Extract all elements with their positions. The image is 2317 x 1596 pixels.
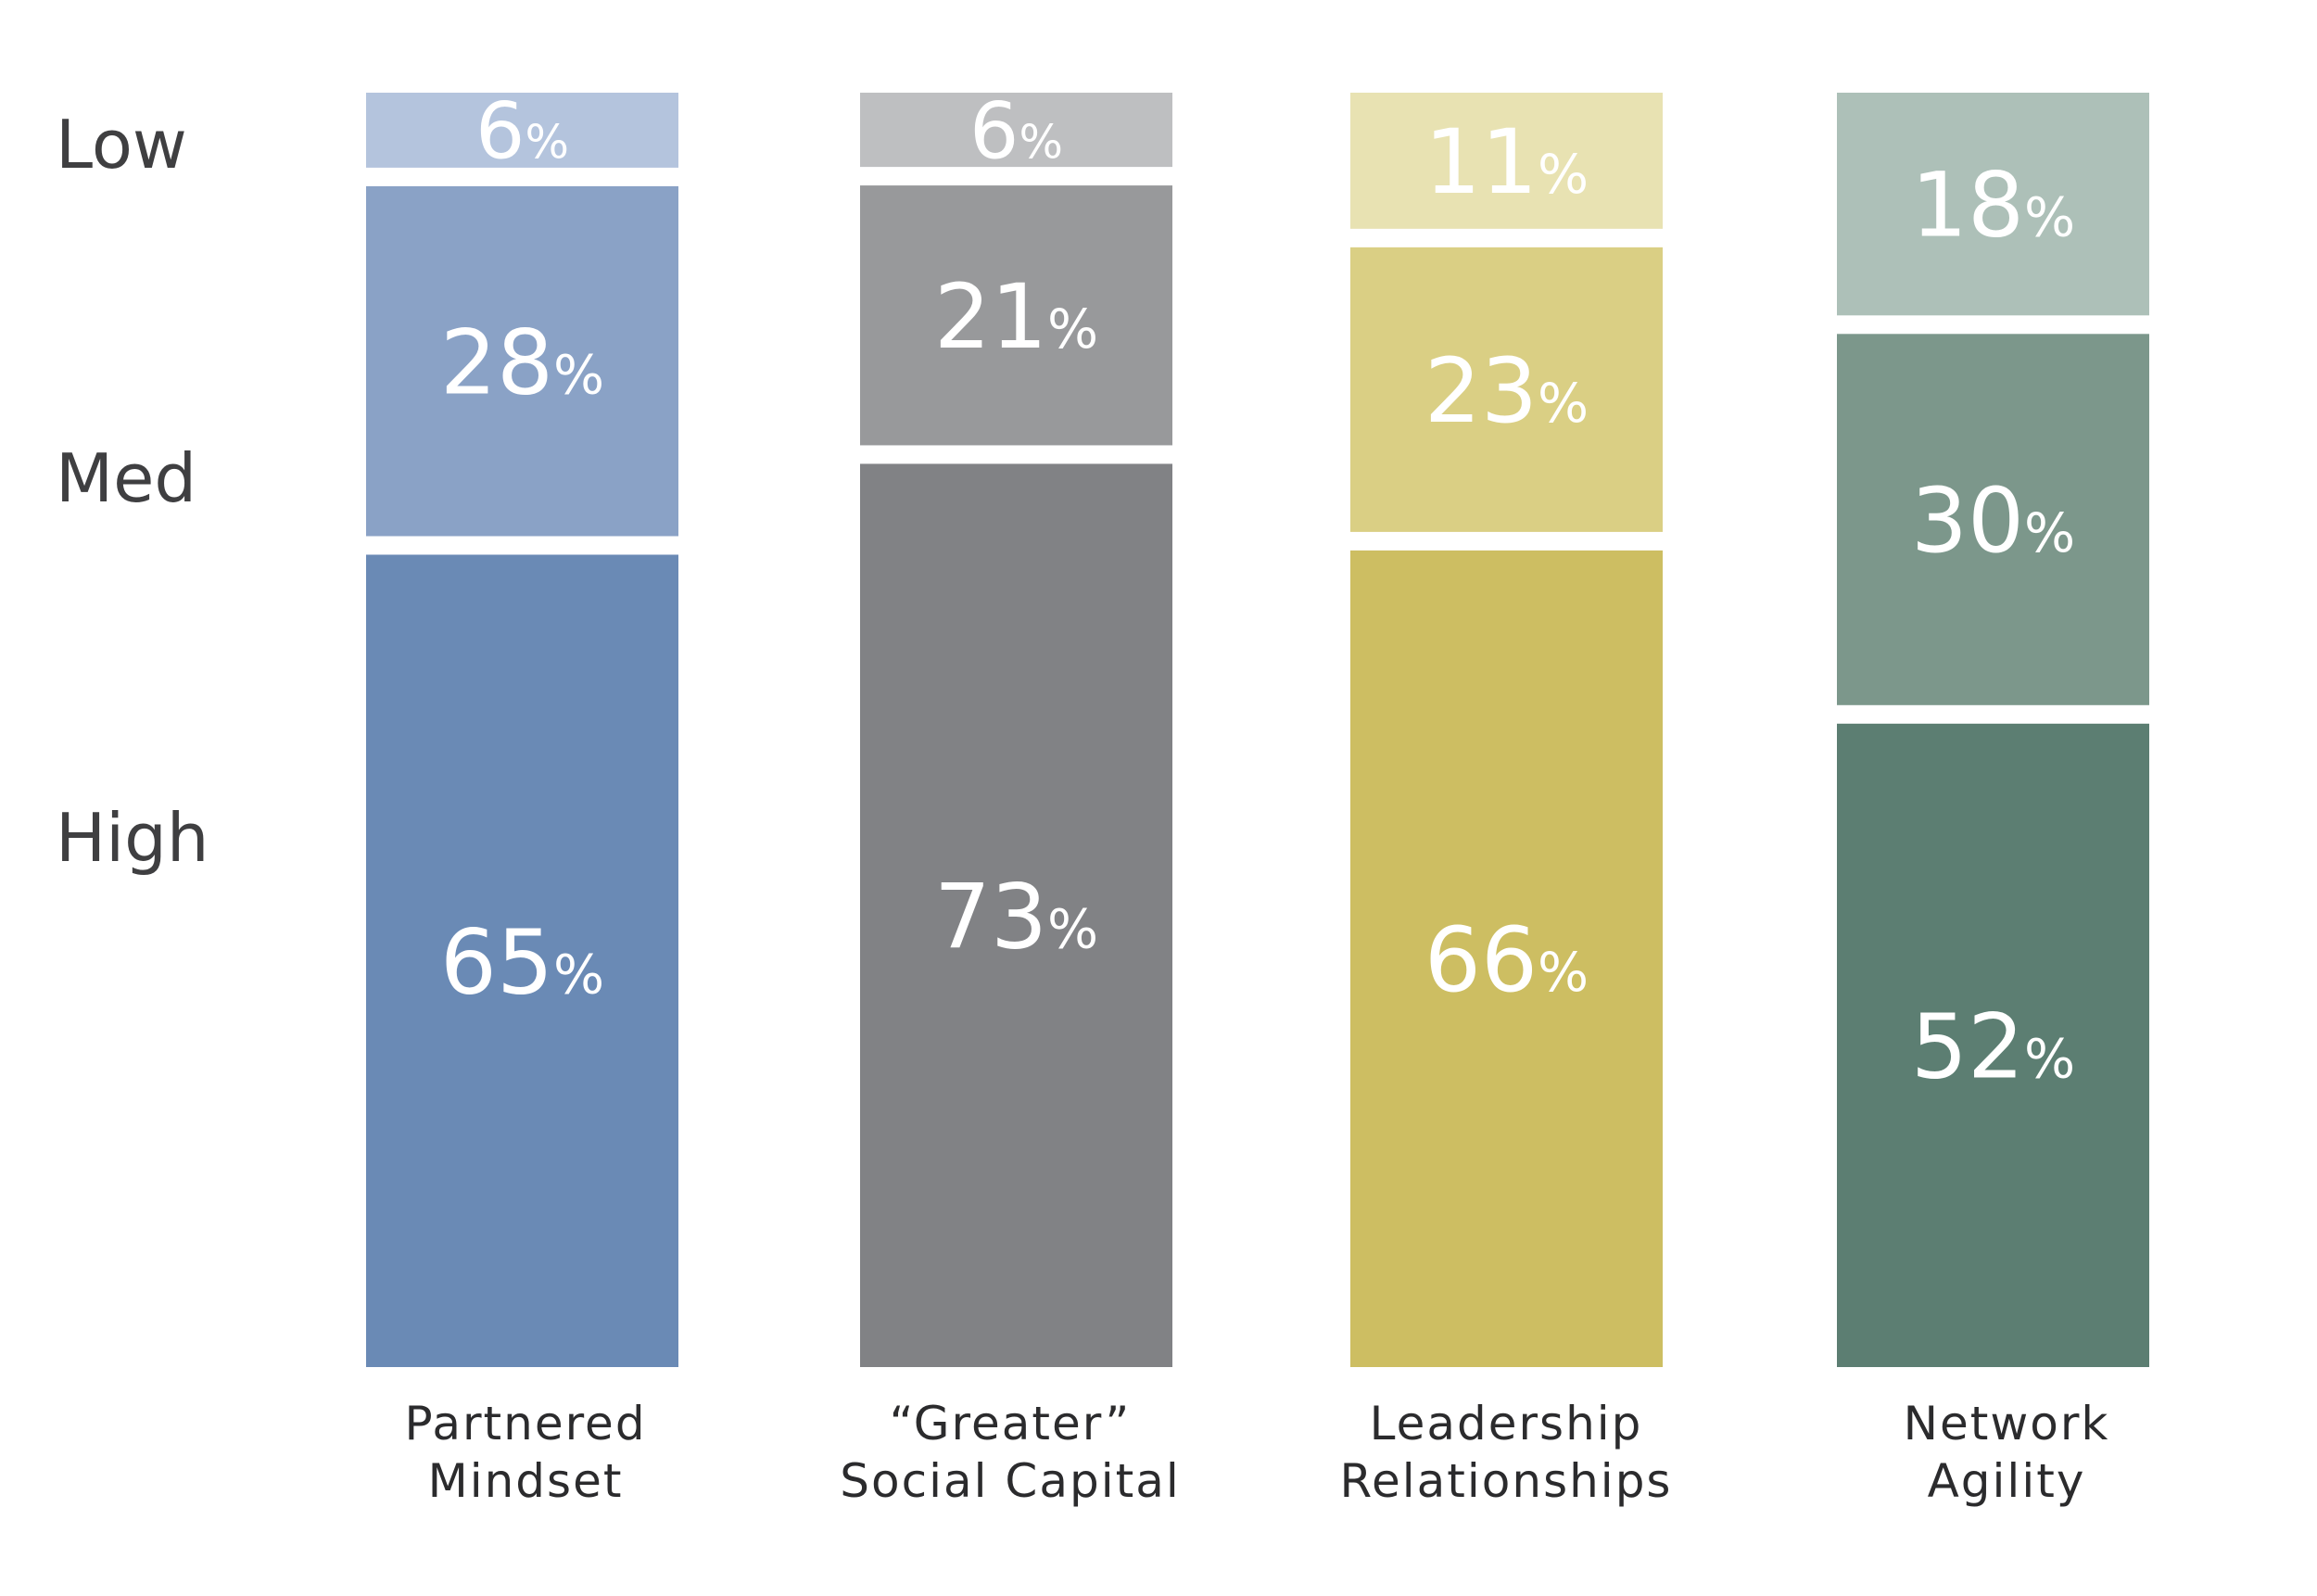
data-label-value: 6 (969, 85, 1019, 176)
data-label-network-agility-med: 30% (1911, 469, 2075, 573)
data-label-unit: % (1538, 372, 1589, 435)
data-label-value: 21 (934, 265, 1047, 369)
data-label-greater-social-capital-high: 73% (934, 865, 1098, 969)
category-label-line: Social Capital (840, 1454, 1181, 1508)
category-label-line: Mindset (427, 1454, 624, 1508)
data-label-network-agility-high: 52% (1911, 994, 2075, 1098)
data-label-unit: % (1538, 941, 1589, 1004)
row-label-low: Low (56, 106, 187, 184)
data-label-value: 18 (1911, 154, 2024, 258)
data-label-value: 73 (934, 865, 1047, 969)
category-label-network-agility: Network Agility (1747, 1395, 2266, 1510)
data-label-value: 6 (475, 86, 525, 177)
bar-segment-network-agility-high (1837, 723, 2149, 1367)
category-label-line: Partnered (404, 1397, 647, 1450)
category-label-line: Relationships (1339, 1454, 1673, 1508)
data-label-value: 30 (1911, 469, 2024, 573)
data-label-unit: % (2024, 501, 2075, 564)
category-label-leadership-relationships: Leadership Relationships (1247, 1395, 1766, 1510)
data-label-unit: % (2024, 186, 2075, 249)
data-label-unit: % (2024, 1027, 2075, 1090)
data-label-leadership-relationships-low: 11% (1424, 110, 1589, 214)
data-label-network-agility-low: 18% (1911, 154, 2075, 258)
bar-segment-network-agility-med (1837, 334, 2149, 705)
data-label-partnered-mindset-high: 65% (440, 910, 604, 1014)
bar-segment-partnered-mindset-low (366, 93, 678, 168)
row-label-med: Med (56, 439, 197, 517)
category-label-greater-social-capital: “Greater” Social Capital (751, 1395, 1270, 1510)
category-label-line: Network (1903, 1397, 2110, 1450)
data-label-partnered-mindset-low: 6% (475, 86, 569, 177)
data-label-value: 28 (440, 310, 553, 414)
bar-segment-partnered-mindset-high (366, 554, 678, 1367)
data-label-value: 23 (1424, 339, 1538, 443)
row-label-high: High (56, 799, 209, 877)
data-label-value: 65 (440, 910, 553, 1014)
data-label-leadership-relationships-med: 23% (1424, 339, 1589, 443)
data-label-unit: % (1538, 143, 1589, 206)
data-label-value: 52 (1911, 994, 2024, 1098)
data-label-unit: % (525, 116, 569, 170)
data-label-greater-social-capital-med: 21% (934, 265, 1098, 369)
data-label-value: 11 (1424, 110, 1538, 214)
data-label-greater-social-capital-low: 6% (969, 85, 1063, 176)
category-label-line: Agility (1927, 1454, 2086, 1508)
data-label-leadership-relationships-high: 66% (1424, 908, 1589, 1012)
bar-segment-leadership-relationships-high (1350, 550, 1663, 1367)
bar-segment-leadership-relationships-med (1350, 247, 1663, 532)
data-label-partnered-mindset-med: 28% (440, 310, 604, 414)
bar-segment-greater-social-capital-high (860, 463, 1172, 1367)
data-label-unit: % (1019, 115, 1063, 169)
category-label-line: Leadership (1369, 1397, 1643, 1450)
bar-segment-greater-social-capital-low (860, 93, 1172, 168)
category-label-line: “Greater” (889, 1397, 1132, 1450)
bar-segment-greater-social-capital-med (860, 185, 1172, 446)
bar-segment-leadership-relationships-low (1350, 93, 1663, 229)
data-label-unit: % (553, 943, 604, 1006)
bar-segment-network-agility-low (1837, 93, 2149, 316)
data-label-unit: % (553, 343, 604, 406)
category-label-partnered-mindset: Partnered Mindset (266, 1395, 785, 1510)
data-label-unit: % (1047, 897, 1098, 960)
bar-segment-partnered-mindset-med (366, 185, 678, 537)
data-label-unit: % (1047, 298, 1098, 361)
data-label-value: 66 (1424, 908, 1538, 1012)
